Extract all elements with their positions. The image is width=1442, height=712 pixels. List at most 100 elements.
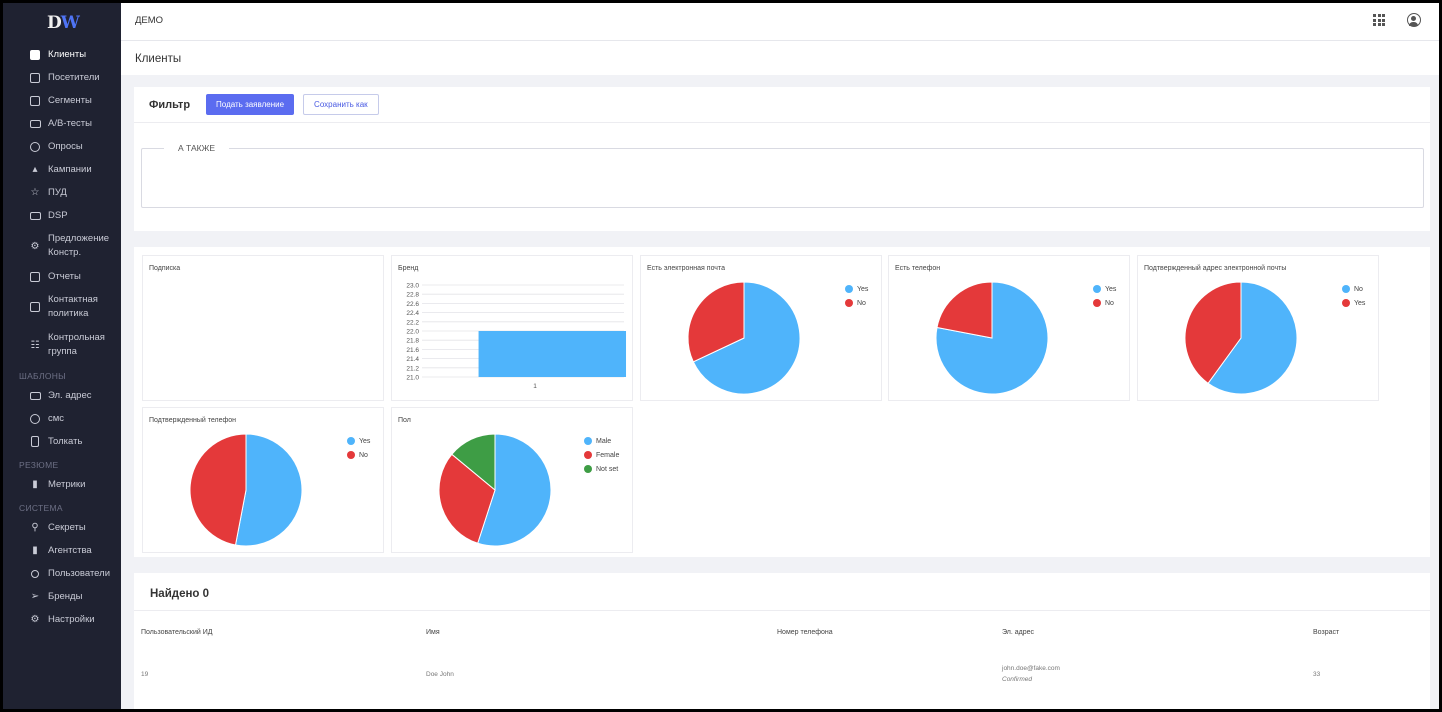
sidebar-item-campaigns[interactable]: ▴ Кампании <box>3 158 121 181</box>
sidebar-item-segments[interactable]: Сегменты <box>3 89 121 112</box>
sidebar-section-templates: ШАБЛОНЫ <box>19 371 66 381</box>
column-header-email[interactable]: Эл. адрес <box>1002 629 1035 636</box>
sidebar-item-label: Метрики <box>48 479 86 490</box>
breadcrumb[interactable]: ДЕМО <box>135 15 164 26</box>
logo[interactable]: DW <box>47 13 80 33</box>
cell-email: john.doe@fake.com <box>1002 665 1060 672</box>
segments-icon <box>29 95 41 107</box>
cell-name: Doe John <box>426 671 454 678</box>
sidebar-item-agencies[interactable]: ▮ Агентства <box>3 539 121 562</box>
control-group-icon: ☷ <box>30 339 40 351</box>
chart-panel: Подтвержденный телефон Yes No <box>142 407 384 553</box>
column-header-user-id[interactable]: Пользовательский ИД <box>141 629 213 636</box>
y-tick-label: 22.8 <box>406 292 419 299</box>
sidebar-item-label: Толкать <box>48 436 83 447</box>
legend-item[interactable]: Yes <box>1093 282 1116 296</box>
legend-item[interactable]: Yes <box>845 282 868 296</box>
sms-icon <box>29 413 41 425</box>
legend-item[interactable]: Female <box>584 448 619 462</box>
chart-title: Подтвержденный телефон <box>149 417 237 424</box>
sidebar-item-label: Предложение Констр. <box>48 233 110 258</box>
sidebar-item-users[interactable]: Пользователи <box>3 562 121 585</box>
column-header-age[interactable]: Возраст <box>1313 629 1340 636</box>
sidebar-item-reports[interactable]: Отчеты <box>3 265 121 288</box>
divider <box>134 610 1430 611</box>
y-tick-label: 21.0 <box>406 375 419 382</box>
mail-icon <box>29 390 41 402</box>
sidebar-item-brands[interactable]: ➢ Бренды <box>3 585 121 608</box>
sidebar-item-secrets[interactable]: ⚲ Секреты <box>3 516 121 539</box>
survey-icon <box>29 141 41 153</box>
sidebar-item-ab-tests[interactable]: A/B-тесты <box>3 112 121 135</box>
sidebar-item-label: Контактная политика <box>48 294 98 319</box>
save-as-button[interactable]: Сохранить как <box>303 94 379 115</box>
pie-slice <box>451 433 496 492</box>
legend-label: Yes <box>857 285 869 293</box>
user-circle-icon[interactable] <box>1407 13 1421 27</box>
sidebar-item-label: Отчеты <box>48 271 81 282</box>
sidebar-item-sms[interactable]: смс <box>3 407 121 430</box>
legend-item[interactable]: Yes <box>1342 296 1365 310</box>
legend-swatch <box>584 451 592 459</box>
legend-item[interactable]: No <box>845 296 868 310</box>
sidebar-item-offer-constructor[interactable]: ⚙ Предложение Констр. <box>3 227 121 265</box>
key-icon: ⚲ <box>31 522 39 533</box>
chart-title: Пол <box>398 417 411 424</box>
chart-title: Подтвержденный адрес электронной почты <box>1144 265 1287 272</box>
sidebar-item-metrics[interactable]: ▮ Метрики <box>3 473 121 496</box>
sidebar-item-pud[interactable]: ☆ ПУД <box>3 181 121 204</box>
campaigns-icon: ▴ <box>32 164 38 175</box>
legend-item[interactable]: Yes <box>347 434 370 448</box>
chart-panel: Пол Male Female Not set <box>391 407 633 553</box>
visitors-icon <box>29 72 41 84</box>
legend-swatch <box>1342 299 1350 307</box>
sidebar-item-label: Контрольная группа <box>48 332 105 357</box>
pie-slice <box>692 281 801 395</box>
sidebar-item-control-group[interactable]: ☷ Контрольная группа <box>3 326 121 364</box>
sidebar-item-contact-policy[interactable]: Контактная политика <box>3 288 121 326</box>
sidebar-item-dsp[interactable]: DSP <box>3 204 121 227</box>
contact-policy-icon <box>29 301 41 313</box>
y-tick-label: 23.0 <box>406 283 419 290</box>
sidebar-item-label: Настройки <box>48 614 95 625</box>
x-tick-label: 1 <box>533 383 537 390</box>
legend-item[interactable]: Male <box>584 434 619 448</box>
chart-title: Подписка <box>149 265 181 272</box>
legend-swatch <box>584 437 592 445</box>
sidebar-item-label: Клиенты <box>48 49 87 60</box>
phone-icon <box>29 436 41 448</box>
cell-user-id: 19 <box>141 671 149 678</box>
agency-icon: ▮ <box>32 545 38 556</box>
sidebar-item-push[interactable]: Толкать <box>3 430 121 453</box>
sidebar: DW Клиенты Посетители Сегменты A/B-тесты… <box>3 3 121 709</box>
y-tick-label: 22.4 <box>406 310 419 317</box>
column-header-name[interactable]: Имя <box>426 629 440 636</box>
sidebar-item-email[interactable]: Эл. адрес <box>3 384 121 407</box>
sidebar-item-surveys[interactable]: Опросы <box>3 135 121 158</box>
results-count-title: Найдено 0 <box>150 588 210 600</box>
pie-slice <box>477 433 552 547</box>
apps-grid-icon[interactable] <box>1373 14 1385 26</box>
legend-label: No <box>359 451 368 459</box>
legend-label: Yes <box>1354 299 1366 307</box>
apply-filter-button[interactable]: Подать заявление <box>206 94 295 115</box>
cell-email-status: Confirmed <box>1002 676 1032 683</box>
sidebar-item-label: ПУД <box>48 187 67 198</box>
legend-item[interactable]: Not set <box>584 462 619 476</box>
chart-panel: Есть телефон Yes No <box>888 255 1130 401</box>
sidebar-item-settings[interactable]: ⚙ Настройки <box>3 608 121 631</box>
filter-group-legend: А ТАКЖЕ <box>164 143 230 153</box>
legend-item[interactable]: No <box>1093 296 1116 310</box>
column-header-phone[interactable]: Номер телефона <box>777 629 833 636</box>
legend-item[interactable]: No <box>1342 282 1365 296</box>
pie-slice <box>1207 281 1298 395</box>
filter-group-and[interactable]: А ТАКЖЕ <box>141 143 1424 208</box>
legend-swatch <box>1093 299 1101 307</box>
chart-legend: Yes No <box>347 434 370 462</box>
sidebar-item-clients[interactable]: Клиенты <box>3 43 121 66</box>
ab-test-icon <box>29 118 41 130</box>
sidebar-item-visitors[interactable]: Посетители <box>3 66 121 89</box>
pie-slice <box>189 433 247 546</box>
gear-offer-icon: ⚙ <box>30 240 40 252</box>
legend-item[interactable]: No <box>347 448 370 462</box>
